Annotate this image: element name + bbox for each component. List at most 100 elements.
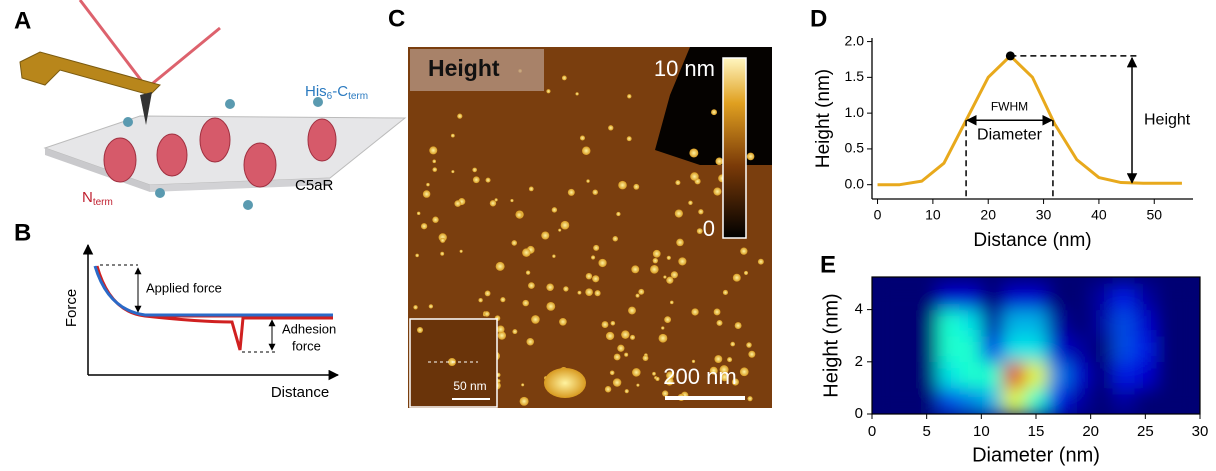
particle: [653, 258, 658, 263]
particle: [666, 277, 673, 284]
particle: [740, 248, 747, 255]
particle: [500, 297, 505, 302]
heatmap-cell: [1134, 388, 1156, 415]
heatmap-cell: [1003, 388, 1025, 415]
particle: [451, 170, 454, 173]
particle: [690, 172, 698, 180]
particle: [632, 368, 641, 377]
panel-label: B: [14, 219, 31, 246]
particle: [473, 176, 480, 183]
x-tick-label: 40: [1091, 207, 1107, 223]
particle: [625, 389, 629, 393]
particle: [520, 397, 529, 406]
heatmap-cell: [1091, 388, 1113, 415]
particle: [486, 178, 491, 183]
heatmap-cell: [916, 362, 938, 389]
particle: [546, 302, 555, 311]
particle: [714, 309, 721, 316]
particle: [691, 308, 698, 315]
heatmap-cell: [1025, 336, 1047, 363]
heatmap-cell: [1113, 336, 1135, 363]
particle: [598, 259, 606, 267]
particle: [670, 301, 674, 305]
particle: [563, 286, 568, 291]
heatmap-cell: [1113, 388, 1135, 415]
particle: [432, 160, 436, 164]
particle: [652, 372, 656, 376]
particle: [593, 245, 599, 251]
x-tick-label: 30: [1192, 423, 1209, 440]
heatmap-cell: [981, 284, 1003, 311]
particle: [585, 288, 593, 296]
particle: [643, 355, 649, 361]
particle: [552, 207, 557, 212]
particle: [526, 338, 534, 346]
particle: [744, 271, 748, 275]
heatmap-cell: [981, 310, 1003, 337]
particle: [432, 167, 437, 172]
particle: [417, 212, 420, 215]
particle: [663, 275, 666, 278]
y-tick-label: 1.5: [845, 68, 865, 84]
particle: [478, 298, 482, 302]
heatmap-cell: [894, 284, 916, 311]
channel-label: Height: [428, 55, 500, 81]
particle: [460, 250, 463, 253]
x-tick-label: 0: [874, 207, 882, 223]
heatmap-cell: [872, 336, 894, 363]
particle: [608, 125, 613, 130]
heatmap-cell: [1091, 284, 1113, 311]
particle: [758, 259, 764, 265]
x-tick-label: 50: [1146, 207, 1162, 223]
particle: [747, 153, 755, 161]
particle: [613, 378, 621, 386]
annotation: FWHM: [991, 99, 1028, 113]
particle: [617, 345, 624, 352]
particle: [529, 187, 534, 192]
heatmap-cell: [1003, 336, 1025, 363]
heatmap-cell: [938, 388, 960, 415]
particle: [747, 396, 752, 401]
particle: [650, 265, 659, 274]
heatmap-cell: [1069, 362, 1091, 389]
heatmap-cell: [1134, 336, 1156, 363]
heatmap-cell: [1047, 362, 1069, 389]
y-axis-label: Height (nm): [813, 69, 834, 168]
x-tick-label: 10: [925, 207, 941, 223]
particle: [454, 200, 461, 207]
heatmap-cell: [1156, 336, 1178, 363]
particle: [735, 322, 742, 329]
particle: [636, 384, 639, 387]
particle: [440, 252, 444, 256]
heatmap-cell: [1047, 336, 1069, 363]
particle: [568, 189, 575, 196]
particle: [678, 257, 686, 265]
particle: [616, 212, 620, 216]
particle: [675, 180, 680, 185]
n-term-label: Nterm: [82, 189, 113, 208]
x-tick-label: 20: [980, 207, 996, 223]
annotation: Height: [1144, 112, 1191, 129]
heatmap-cell: [959, 336, 981, 363]
particle: [497, 326, 505, 334]
heatmap-cell: [1134, 284, 1156, 311]
x-axis-label: Diameter (nm): [972, 444, 1100, 466]
particle: [713, 188, 721, 196]
particle: [592, 275, 599, 282]
particle: [697, 228, 703, 234]
particle: [633, 184, 639, 190]
particle: [661, 326, 664, 329]
heatmap-cell: [1069, 388, 1091, 415]
heatmap-cell: [1178, 310, 1200, 337]
particle: [546, 89, 550, 93]
heatmap-cell: [981, 388, 1003, 415]
particle: [638, 289, 644, 295]
particle: [602, 321, 609, 328]
heatmap-cell: [1091, 336, 1113, 363]
heatmap-cell: [1003, 310, 1025, 337]
particle: [717, 320, 723, 326]
particle: [730, 342, 735, 347]
x-tick-label: 30: [1036, 207, 1052, 223]
heatmap-cell: [1069, 336, 1091, 363]
particle: [582, 147, 590, 155]
